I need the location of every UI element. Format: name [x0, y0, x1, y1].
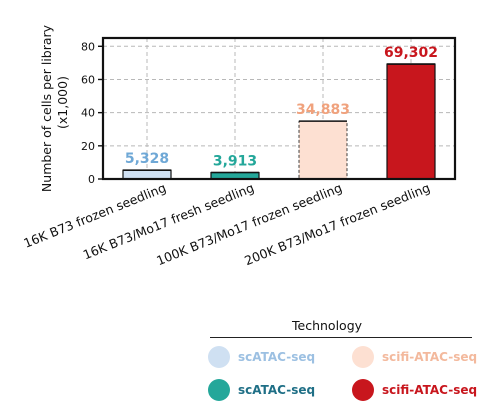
- legend-label: scifi-ATAC-seq: [382, 383, 478, 397]
- legend-divider: [210, 337, 472, 338]
- legend-swatch: [352, 346, 374, 368]
- legend-item-scifi-dark: scifi-ATAC-seq: [352, 379, 477, 401]
- bar: [122, 169, 172, 180]
- bar: [386, 63, 436, 180]
- legend-swatch: [208, 379, 230, 401]
- data-label: 69,302: [384, 45, 438, 61]
- legend-swatch: [352, 379, 374, 401]
- legend-item-scifi-light: scifi-ATAC-seq: [352, 346, 477, 368]
- y-axis-label: (x1,000): [55, 76, 70, 129]
- legend-swatch: [208, 346, 230, 368]
- bar-chart: 5,328 3,913 34,883 69,302 0 20 40 60 80 Number of…: [21, 24, 457, 268]
- data-label: 5,328: [125, 151, 169, 167]
- legend-label: scATAC-seq: [238, 350, 316, 364]
- data-label: 3,913: [213, 154, 257, 170]
- y-tick-label: 80: [81, 40, 95, 53]
- legend-label: scifi-ATAC-seq: [382, 350, 478, 364]
- legend-label: scATAC-seq: [238, 383, 316, 397]
- bar: [298, 120, 348, 180]
- legend-item-scatac-light: scATAC-seq: [208, 346, 315, 368]
- legend-item-scatac-dark: scATAC-seq: [208, 379, 315, 401]
- y-tick-label: 0: [88, 173, 95, 186]
- plot-frame: [101, 36, 457, 181]
- data-label: 34,883: [296, 102, 350, 118]
- y-tick-label: 20: [81, 140, 95, 153]
- y-tick-label: 40: [81, 107, 95, 120]
- y-axis-label: Number of cells per library: [39, 24, 54, 192]
- legend-title: Technology: [292, 318, 363, 333]
- y-tick-label: 60: [81, 73, 95, 86]
